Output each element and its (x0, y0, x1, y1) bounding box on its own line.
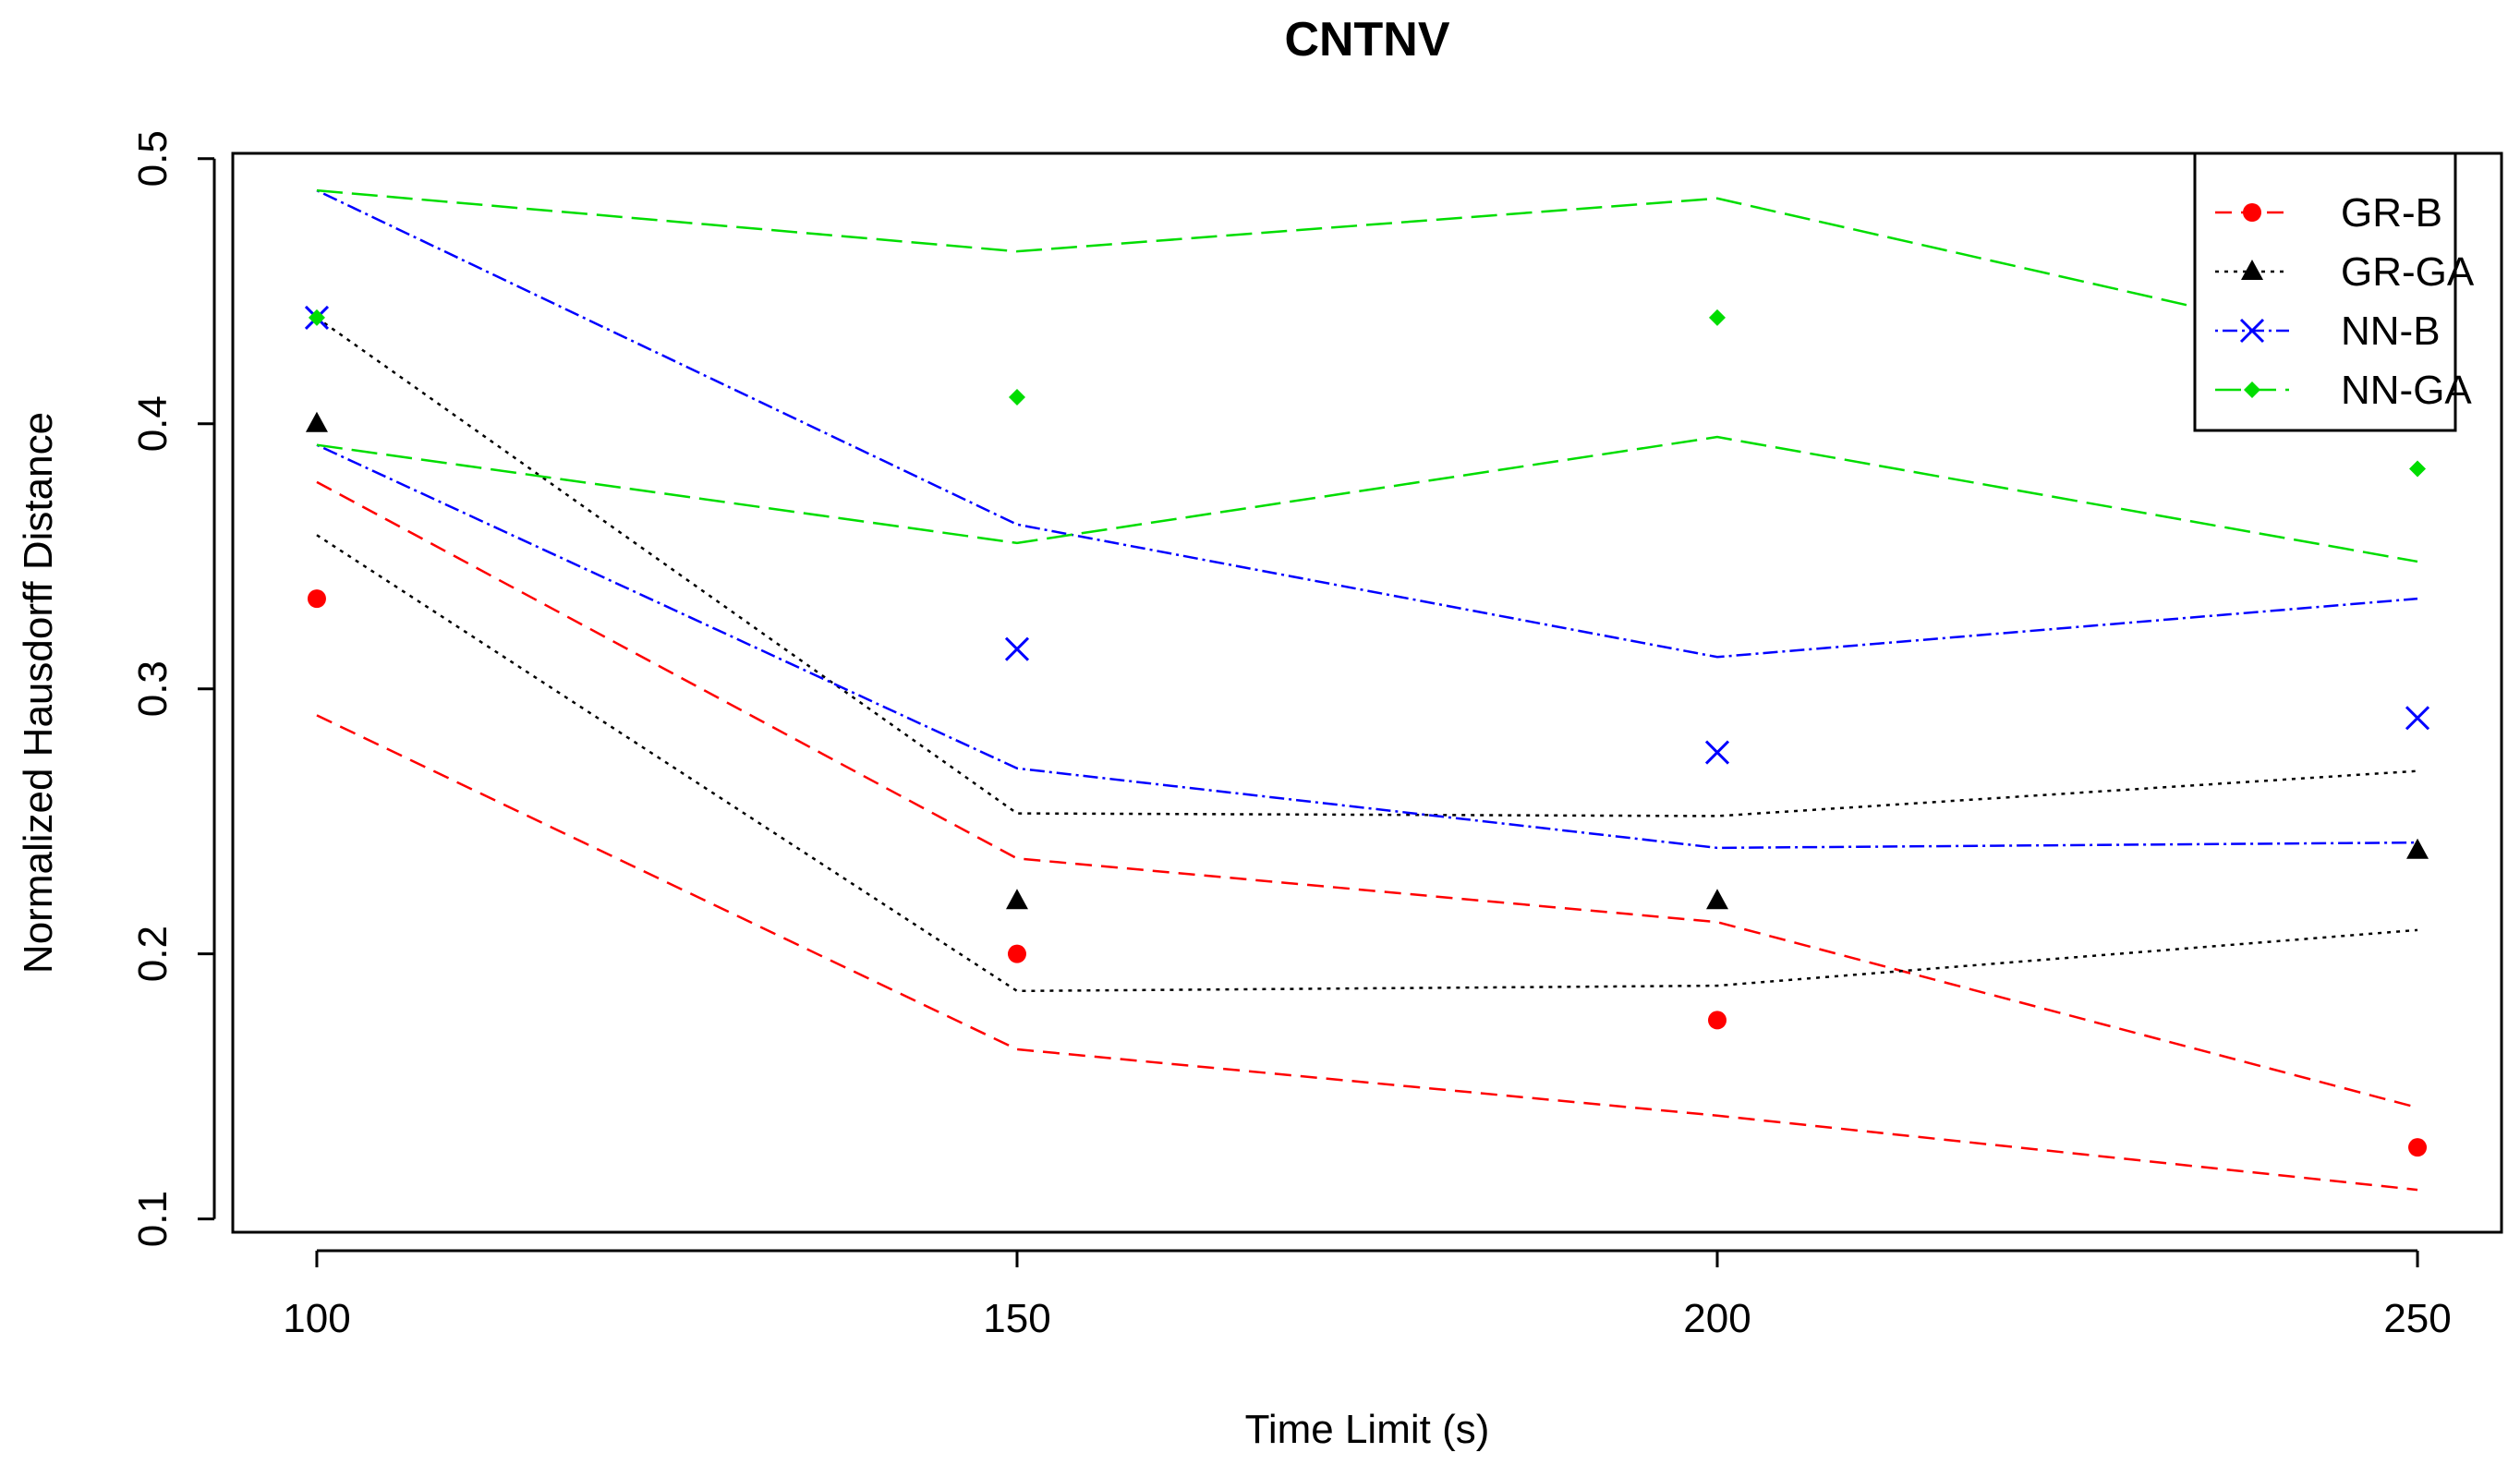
legend-label: GR-GA (2341, 249, 2475, 295)
gr-b-point (1708, 1011, 1727, 1030)
confidence-bands (316, 188, 2418, 1192)
y-axis: 0.1 0.2 0.3 0.4 0.5 (130, 130, 216, 1247)
gr-ga-lower-band (316, 534, 2418, 993)
nn-b-point (1004, 636, 1030, 661)
y-tick-label: 0.4 (130, 395, 176, 452)
y-tick-label: 0.3 (130, 660, 176, 717)
gr-b-point (2408, 1138, 2428, 1157)
x-tick-label: 200 (1683, 1296, 1751, 1341)
x-axis-label: Time Limit (s) (1245, 1407, 1490, 1452)
x-tick-label: 250 (2383, 1296, 2451, 1341)
gr-ga-point (1005, 889, 1028, 910)
nn-ga-point (1008, 389, 1025, 406)
legend-marker (2243, 203, 2261, 222)
legend-item-gr-ga: GR-GA (2215, 249, 2475, 295)
nn-b-point (2405, 706, 2430, 731)
legend-marker (2241, 260, 2263, 280)
gr-b-upper-band (316, 480, 2418, 1109)
legend-label: GR-B (2341, 190, 2442, 236)
gr-ga-point (2406, 838, 2429, 859)
legend-item-nn-ga: NN-GA (2215, 368, 2472, 413)
nn-ga-point (1709, 309, 1726, 326)
legend-marker (2239, 318, 2265, 344)
data-points (304, 305, 2430, 1157)
y-tick-label: 0.5 (130, 130, 176, 187)
plot-frame (231, 151, 2503, 1234)
y-tick-label: 0.1 (130, 1191, 176, 1247)
nn-ga-point (2409, 460, 2427, 478)
nn-ga-upper-band (316, 188, 2418, 359)
gr-ga-point (1706, 889, 1729, 910)
x-tick-label: 100 (283, 1296, 350, 1341)
gr-b-point (307, 589, 326, 609)
legend-label: NN-B (2341, 309, 2441, 354)
nn-ga-lower-band (316, 435, 2418, 563)
nn-b-lower-band (316, 443, 2418, 850)
nn-ga-point (308, 309, 325, 326)
legend-marker (2244, 381, 2260, 398)
chart-title: CNTNV (1284, 13, 1449, 67)
nn-b-upper-band (316, 189, 2418, 659)
y-axis-label: Normalized Hausdorff Distance (16, 412, 61, 974)
x-tick-label: 150 (983, 1296, 1050, 1341)
gr-ga-upper-band (316, 316, 2418, 817)
legend: GR-B GR-GA NN-B NN-GA (2193, 151, 2475, 432)
legend-item-gr-b: GR-B (2215, 190, 2442, 236)
x-axis: 100 150 200 250 (283, 1249, 2452, 1341)
nn-b-point (1704, 740, 1730, 765)
legend-box (2193, 151, 2457, 432)
gr-ga-point (305, 411, 328, 432)
gr-b-point (1007, 944, 1026, 963)
y-tick-label: 0.2 (130, 926, 176, 982)
legend-item-nn-b: NN-B (2215, 309, 2441, 354)
legend-label: NN-GA (2341, 368, 2472, 413)
gr-b-lower-band (316, 714, 2418, 1192)
